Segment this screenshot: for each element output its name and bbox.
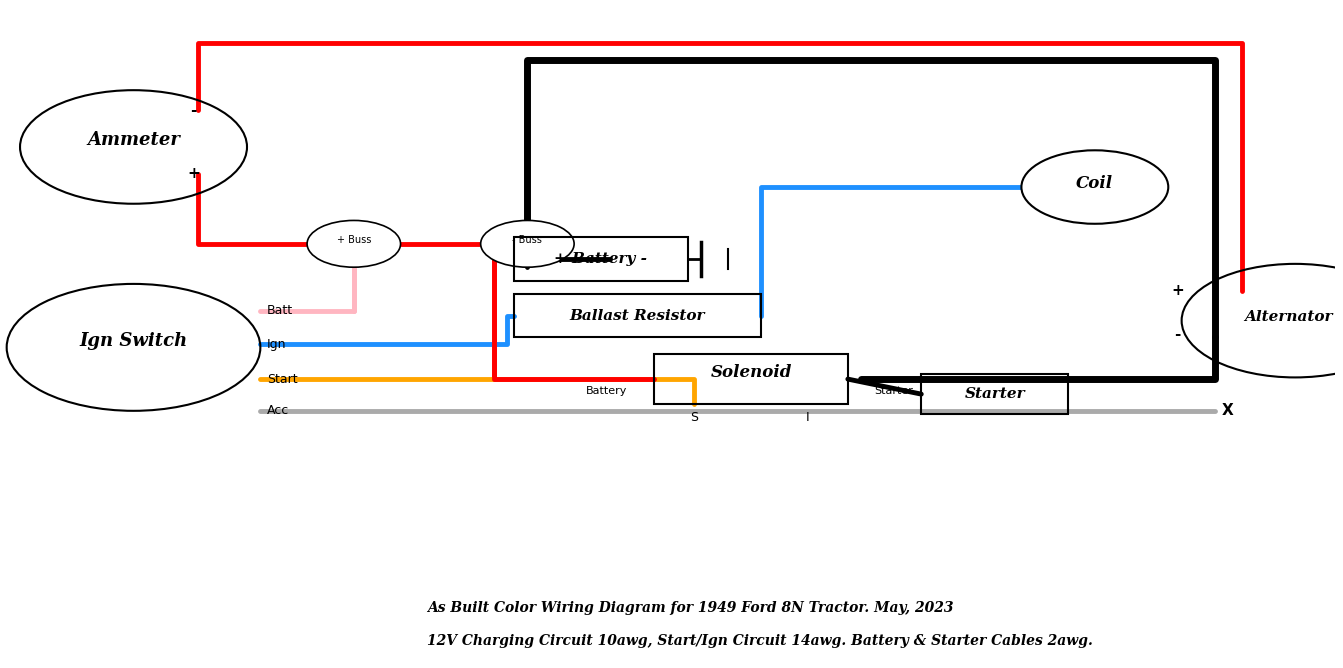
Text: Coil: Coil [1076, 175, 1113, 192]
Text: Alternator: Alternator [1244, 311, 1332, 324]
Text: Start: Start [267, 373, 298, 386]
Text: Solenoid: Solenoid [710, 364, 792, 381]
Text: S: S [690, 411, 698, 424]
Text: +: + [1171, 283, 1185, 298]
Text: As Built Color Wiring Diagram for 1949 Ford 8N Tractor. May, 2023: As Built Color Wiring Diagram for 1949 F… [427, 601, 954, 615]
Text: Starter: Starter [874, 386, 913, 395]
Text: Acc: Acc [267, 404, 289, 418]
Text: +: + [187, 166, 200, 181]
Text: -: - [1174, 327, 1180, 341]
Text: + Battery -: + Battery - [555, 252, 647, 266]
Text: 12V Charging Circuit 10awg, Start/Ign Circuit 14awg. Battery & Starter Cables 2a: 12V Charging Circuit 10awg, Start/Ign Ci… [427, 635, 1093, 648]
Text: Batt: Batt [267, 304, 293, 317]
Circle shape [1022, 150, 1168, 224]
Text: Ign Switch: Ign Switch [79, 332, 188, 349]
Text: - Buss: - Buss [513, 236, 543, 245]
Text: + Buss: + Buss [337, 236, 371, 245]
Circle shape [308, 220, 400, 267]
Circle shape [481, 220, 573, 267]
Text: Ign: Ign [267, 337, 286, 351]
Text: Battery: Battery [586, 386, 627, 395]
Text: -: - [191, 103, 197, 118]
Text: Starter: Starter [964, 387, 1025, 401]
Text: Ammeter: Ammeter [87, 132, 180, 149]
Text: I: I [806, 411, 810, 424]
Text: Ballast Resistor: Ballast Resistor [569, 309, 705, 323]
Text: X: X [1222, 403, 1233, 418]
